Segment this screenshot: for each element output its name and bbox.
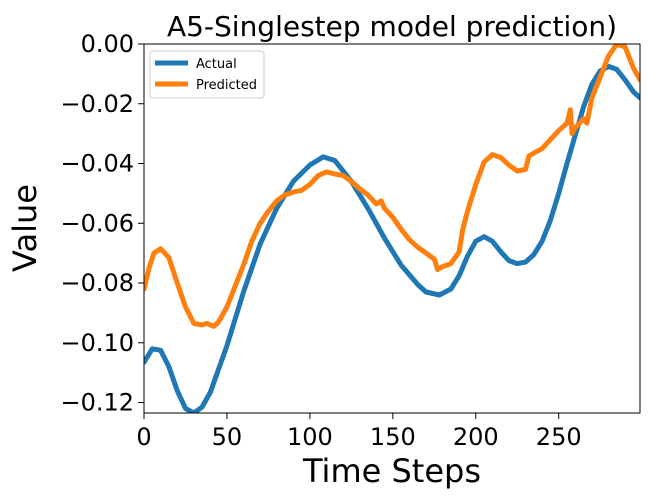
- y-tick-label: −0.02: [60, 90, 134, 118]
- x-axis-label: Time Steps: [302, 452, 481, 490]
- y-tick-label: −0.08: [60, 269, 134, 297]
- series-line-predicted: [144, 44, 640, 329]
- x-tick-label: 250: [536, 423, 582, 451]
- series-line-actual: [144, 63, 640, 413]
- chart-title: A5-Singlestep model prediction): [167, 10, 617, 43]
- y-tick-label: 0.00: [81, 30, 134, 58]
- y-axis: 0.00 −0.02 −0.04 −0.06 −0.08 −0.10 −0.12: [60, 30, 144, 417]
- y-tick-label: −0.10: [60, 329, 134, 357]
- x-tick-label: 0: [136, 423, 151, 451]
- legend-label-predicted: Predicted: [196, 78, 257, 93]
- x-tick-label: 100: [287, 423, 333, 451]
- y-tick-label: −0.04: [60, 150, 134, 178]
- plot-frame: [143, 43, 641, 414]
- x-axis: 0 50 100 150 200 250: [136, 413, 582, 451]
- x-tick-label: 150: [370, 423, 416, 451]
- legend: Actual Predicted: [149, 50, 265, 99]
- y-tick-label: −0.06: [60, 209, 134, 237]
- x-tick-label: 50: [212, 423, 243, 451]
- y-tick-label: −0.12: [60, 389, 134, 417]
- y-axis-label: Value: [6, 184, 44, 272]
- x-tick-label: 200: [453, 423, 499, 451]
- legend-label-actual: Actual: [196, 57, 237, 72]
- series-layer: [144, 44, 640, 413]
